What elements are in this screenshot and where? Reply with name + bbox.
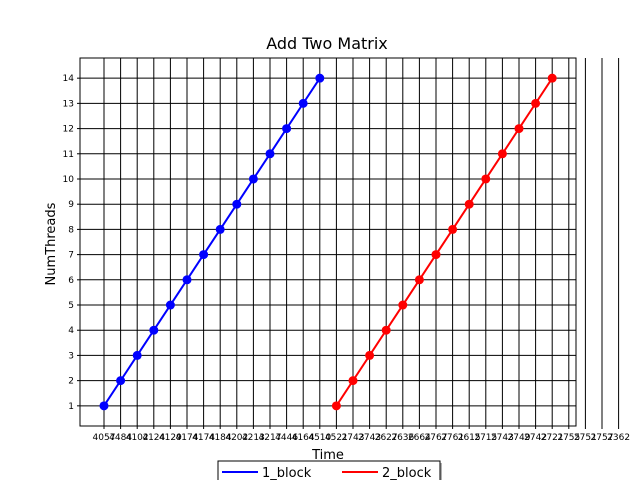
x-tick-label: 4102 xyxy=(126,433,149,443)
y-tick-label: 13 xyxy=(63,99,74,109)
data-point-1_block xyxy=(99,401,109,411)
data-point-2_block xyxy=(348,376,358,386)
x-tick-label: 2743 xyxy=(358,433,381,443)
x-axis-ticks: 4057448441024124412941744174418442024213… xyxy=(93,426,630,443)
x-tick-label: 2757 xyxy=(591,433,614,443)
data-point-2_block xyxy=(497,149,507,159)
x-tick-label: 2721 xyxy=(541,433,564,443)
data-point-1_block xyxy=(265,149,275,159)
data-point-1_block xyxy=(232,199,242,209)
y-tick-label: 11 xyxy=(63,150,74,160)
y-tick-label: 8 xyxy=(68,225,74,235)
series-line-1_block xyxy=(103,77,321,407)
x-tick-label: 4213 xyxy=(242,433,265,443)
data-point-1_block xyxy=(199,250,209,260)
data-point-2_block xyxy=(514,124,524,134)
y-tick-label: 4 xyxy=(68,326,74,336)
x-tick-label: 4129 xyxy=(159,433,182,443)
x-tick-label: 2755 xyxy=(557,433,580,443)
chart-title: Add Two Matrix xyxy=(266,34,388,53)
x-tick-label: 4521 xyxy=(325,433,348,443)
x-tick-label: 2767 xyxy=(425,433,448,443)
x-tick-label: 4184 xyxy=(209,433,232,443)
legend: 1_block 2_block xyxy=(217,460,442,480)
y-tick-label: 1 xyxy=(68,402,74,412)
data-point-1_block xyxy=(182,275,192,285)
data-point-2_block xyxy=(414,275,424,285)
data-point-1_block xyxy=(282,124,292,134)
y-tick-label: 5 xyxy=(68,301,74,311)
data-point-2_block xyxy=(481,174,491,184)
x-tick-label: 2636 xyxy=(391,433,414,443)
x-tick-label: 2743 xyxy=(342,433,365,443)
y-tick-label: 3 xyxy=(68,351,74,361)
data-point-1_block xyxy=(248,174,258,184)
y-tick-label: 9 xyxy=(68,200,74,210)
x-tick-label: 4202 xyxy=(225,433,248,443)
y-tick-label: 6 xyxy=(68,276,74,286)
legend-label-2_block: 2_block xyxy=(382,466,432,480)
data-point-2_block xyxy=(398,300,408,310)
x-tick-label: 2749 xyxy=(508,433,531,443)
x-tick-label: 2742 xyxy=(524,433,547,443)
x-tick-label: 4446 xyxy=(275,433,298,443)
legend-box xyxy=(217,460,441,480)
x-tick-label: 2627 xyxy=(375,433,398,443)
data-point-2_block xyxy=(331,401,341,411)
data-point-2_block xyxy=(464,199,474,209)
x-tick-label: 4510 xyxy=(308,433,331,443)
x-tick-label: 4174 xyxy=(192,433,215,443)
data-point-1_block xyxy=(215,224,225,234)
data-point-2_block xyxy=(365,350,375,360)
data-point-2_block xyxy=(448,224,458,234)
x-tick-label: 2761 xyxy=(441,433,464,443)
x-tick-label: 2664 xyxy=(408,433,431,443)
legend-label-1_block: 1_block xyxy=(262,466,312,480)
x-tick-label: 2715 xyxy=(474,433,497,443)
data-point-1_block xyxy=(149,325,159,335)
x-tick-label: 4484 xyxy=(109,433,132,443)
y-tick-label: 12 xyxy=(63,125,74,135)
y-axis-label: NumThreads xyxy=(44,202,59,285)
data-point-1_block xyxy=(315,73,325,83)
x-tick-label: 4164 xyxy=(292,433,315,443)
data-point-2_block xyxy=(381,325,391,335)
series-line-2_block xyxy=(335,77,554,407)
data-point-2_block xyxy=(531,98,541,108)
grid xyxy=(80,58,620,426)
x-axis-label: Time xyxy=(311,448,344,463)
x-tick-label: 2751 xyxy=(574,433,597,443)
x-tick-label: 2743 xyxy=(491,433,514,443)
x-tick-label: 2362 xyxy=(607,433,630,443)
series-layer xyxy=(99,73,557,411)
x-tick-label: 4124 xyxy=(142,433,165,443)
y-tick-label: 14 xyxy=(63,74,75,84)
data-point-1_block xyxy=(298,98,308,108)
data-point-1_block xyxy=(132,350,142,360)
y-tick-label: 7 xyxy=(68,251,74,261)
y-tick-label: 2 xyxy=(68,377,74,387)
data-point-2_block xyxy=(431,250,441,260)
x-tick-label: 4174 xyxy=(176,433,199,443)
x-tick-label: 2615 xyxy=(458,433,481,443)
data-point-1_block xyxy=(165,300,175,310)
plot-frame xyxy=(79,57,577,427)
x-tick-label: 4057 xyxy=(93,433,116,443)
x-tick-label: 4217 xyxy=(259,433,282,443)
y-tick-label: 10 xyxy=(63,175,75,185)
data-point-1_block xyxy=(116,376,126,386)
data-point-2_block xyxy=(547,73,557,83)
